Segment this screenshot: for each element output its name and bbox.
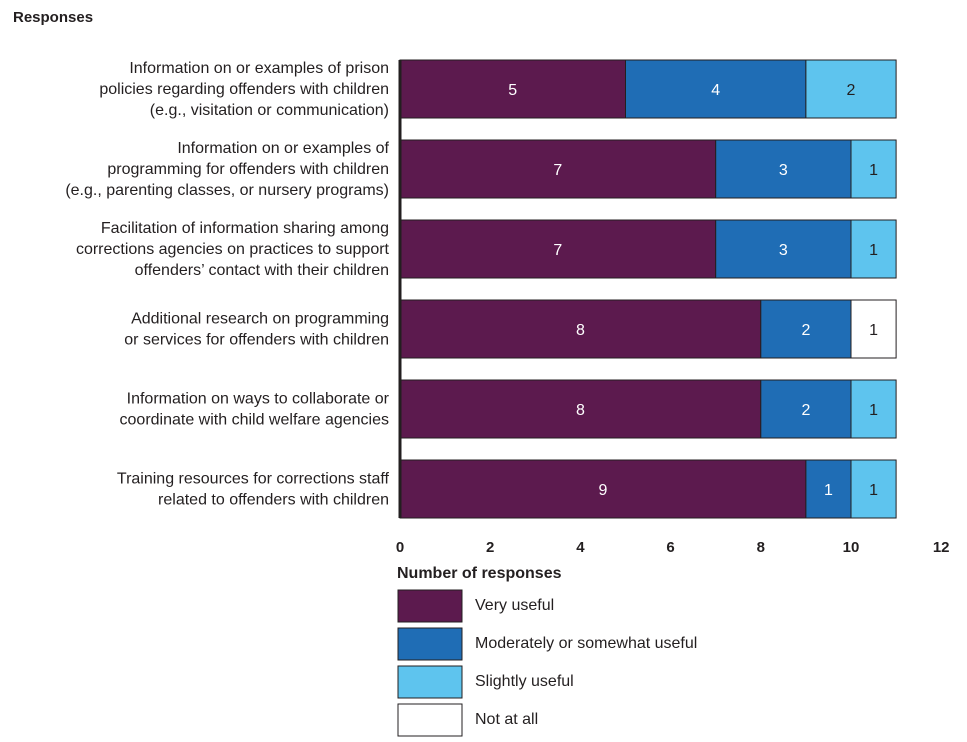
legend-swatch — [397, 703, 463, 737]
x-tick-label: 4 — [576, 539, 585, 556]
chart-title: Responses — [13, 9, 93, 26]
bar-segment — [715, 219, 852, 279]
bars — [399, 59, 897, 519]
category-label: Additional research on programming — [131, 311, 389, 328]
legend-label: Slightly useful — [475, 673, 574, 690]
category-label: Information on or examples of — [177, 140, 389, 157]
x-axis-ticks: 0 2 4 6 8 10 12 — [396, 539, 950, 556]
legend-label: Very useful — [475, 597, 554, 614]
bar-segment — [399, 219, 717, 279]
bar-segment — [850, 139, 897, 199]
data-label: 7 — [553, 242, 562, 259]
category-label: (e.g., parenting classes, or nursery pro… — [65, 182, 389, 199]
data-label: 5 — [508, 82, 517, 99]
category-label: corrections agencies on practices to sup… — [76, 241, 390, 258]
category-label: policies regarding offenders with childr… — [99, 81, 389, 98]
data-label: 9 — [598, 482, 607, 499]
x-tick-label: 12 — [933, 539, 950, 556]
legend: Very useful Moderately or somewhat useful… — [397, 589, 697, 737]
legend-swatch — [397, 589, 463, 623]
bar-segment — [625, 59, 807, 119]
data-label: 1 — [869, 322, 878, 339]
bar-segment — [850, 459, 897, 519]
bar-segment — [850, 219, 897, 279]
data-label: 1 — [824, 482, 833, 499]
bar-segment — [805, 459, 852, 519]
data-label: 7 — [553, 162, 562, 179]
category-label: Facilitation of information sharing amon… — [101, 220, 389, 237]
category-label: or services for offenders with children — [124, 332, 389, 349]
bar-segment — [399, 379, 762, 439]
data-label: 1 — [869, 402, 878, 419]
bar-segment — [805, 59, 897, 119]
legend-swatch — [397, 665, 463, 699]
bar-segment — [760, 379, 852, 439]
category-label: coordinate with child welfare agencies — [120, 412, 389, 429]
data-label: 8 — [576, 402, 585, 419]
data-label: 2 — [801, 322, 810, 339]
category-label: Information on or examples of prison — [129, 60, 389, 77]
x-tick-label: 6 — [666, 539, 674, 556]
category-label: programming for offenders with children — [107, 161, 389, 178]
category-label: related to offenders with children — [158, 492, 389, 509]
category-label: Training resources for corrections staff — [117, 471, 390, 488]
data-label: 3 — [779, 242, 788, 259]
data-label: 8 — [576, 322, 585, 339]
bar-segment — [850, 379, 897, 439]
data-label: 1 — [869, 482, 878, 499]
bar-segment — [715, 139, 852, 199]
legend-label: Not at all — [475, 711, 538, 728]
x-axis-label: Number of responses — [397, 565, 562, 582]
category-labels: Information on or examples of prison poli… — [65, 60, 389, 509]
data-label: 1 — [869, 242, 878, 259]
data-label: 3 — [779, 162, 788, 179]
value-labels: 5 4 2 7 3 1 7 3 1 8 2 1 8 2 1 9 1 1 — [508, 82, 878, 499]
x-tick-label: 10 — [843, 539, 860, 556]
data-label: 1 — [869, 162, 878, 179]
bar-segment — [399, 59, 626, 119]
category-label: (e.g., visitation or communication) — [150, 102, 389, 119]
legend-swatch — [397, 627, 463, 661]
data-label: 4 — [711, 82, 720, 99]
x-tick-label: 2 — [486, 539, 494, 556]
x-tick-label: 8 — [757, 539, 765, 556]
category-label: Information on ways to collaborate or — [127, 391, 390, 408]
category-label: offenders’ contact with their children — [135, 262, 389, 279]
data-label: 2 — [847, 82, 856, 99]
data-label: 2 — [801, 402, 810, 419]
bar-segment — [399, 139, 717, 199]
bar-segment — [850, 299, 897, 359]
x-tick-label: 0 — [396, 539, 404, 556]
bar-segment — [399, 299, 762, 359]
legend-label: Moderately or somewhat useful — [475, 635, 697, 652]
